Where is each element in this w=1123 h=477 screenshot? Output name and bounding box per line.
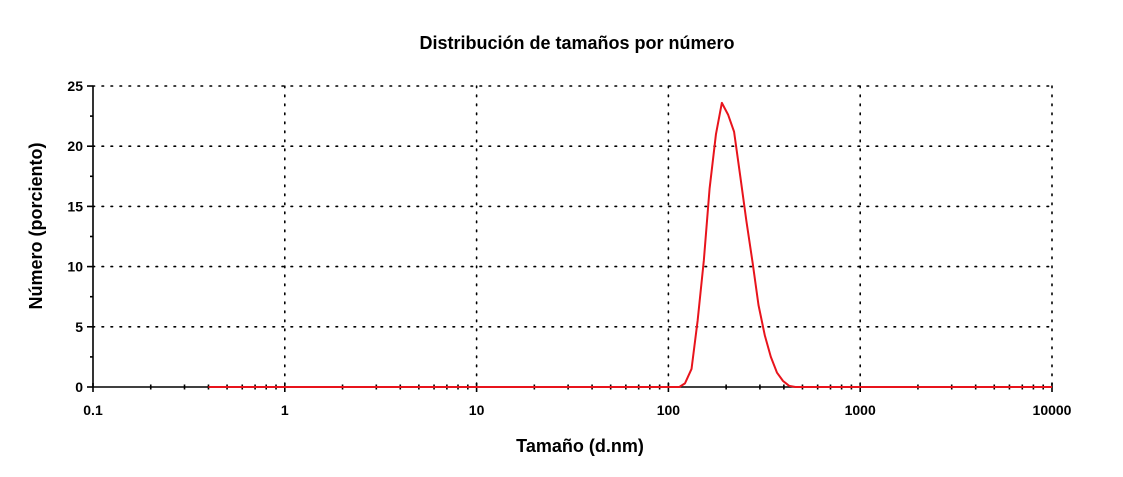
chart-title: Distribución de tamaños por número: [419, 33, 734, 53]
y-tick-label: 10: [67, 259, 83, 275]
y-axis-label: Número (porciento): [26, 142, 46, 309]
x-tick-label: 100: [657, 402, 681, 418]
series-line: [208, 101, 1052, 388]
x-tick-label: 1: [281, 402, 289, 418]
y-tick-label: 15: [67, 198, 83, 214]
y-tick-label: 0: [75, 379, 83, 395]
x-tick-label: 0.1: [83, 402, 103, 418]
series-layer: [208, 101, 1052, 388]
x-tick-label: 10: [469, 402, 485, 418]
y-tick-label: 25: [67, 78, 83, 94]
tick-labels: 0 5 10 15 20 25 0.1 1 10 100 1000 10000: [67, 78, 1071, 418]
tick-marks: [87, 85, 1053, 392]
y-tick-label: 20: [67, 138, 83, 154]
grid: [92, 85, 1053, 388]
y-tick-label: 5: [75, 319, 83, 335]
x-tick-label: 1000: [845, 402, 876, 418]
x-axis-label: Tamaño (d.nm): [516, 436, 644, 456]
axes: [92, 86, 1052, 388]
x-tick-label: 10000: [1033, 402, 1072, 418]
